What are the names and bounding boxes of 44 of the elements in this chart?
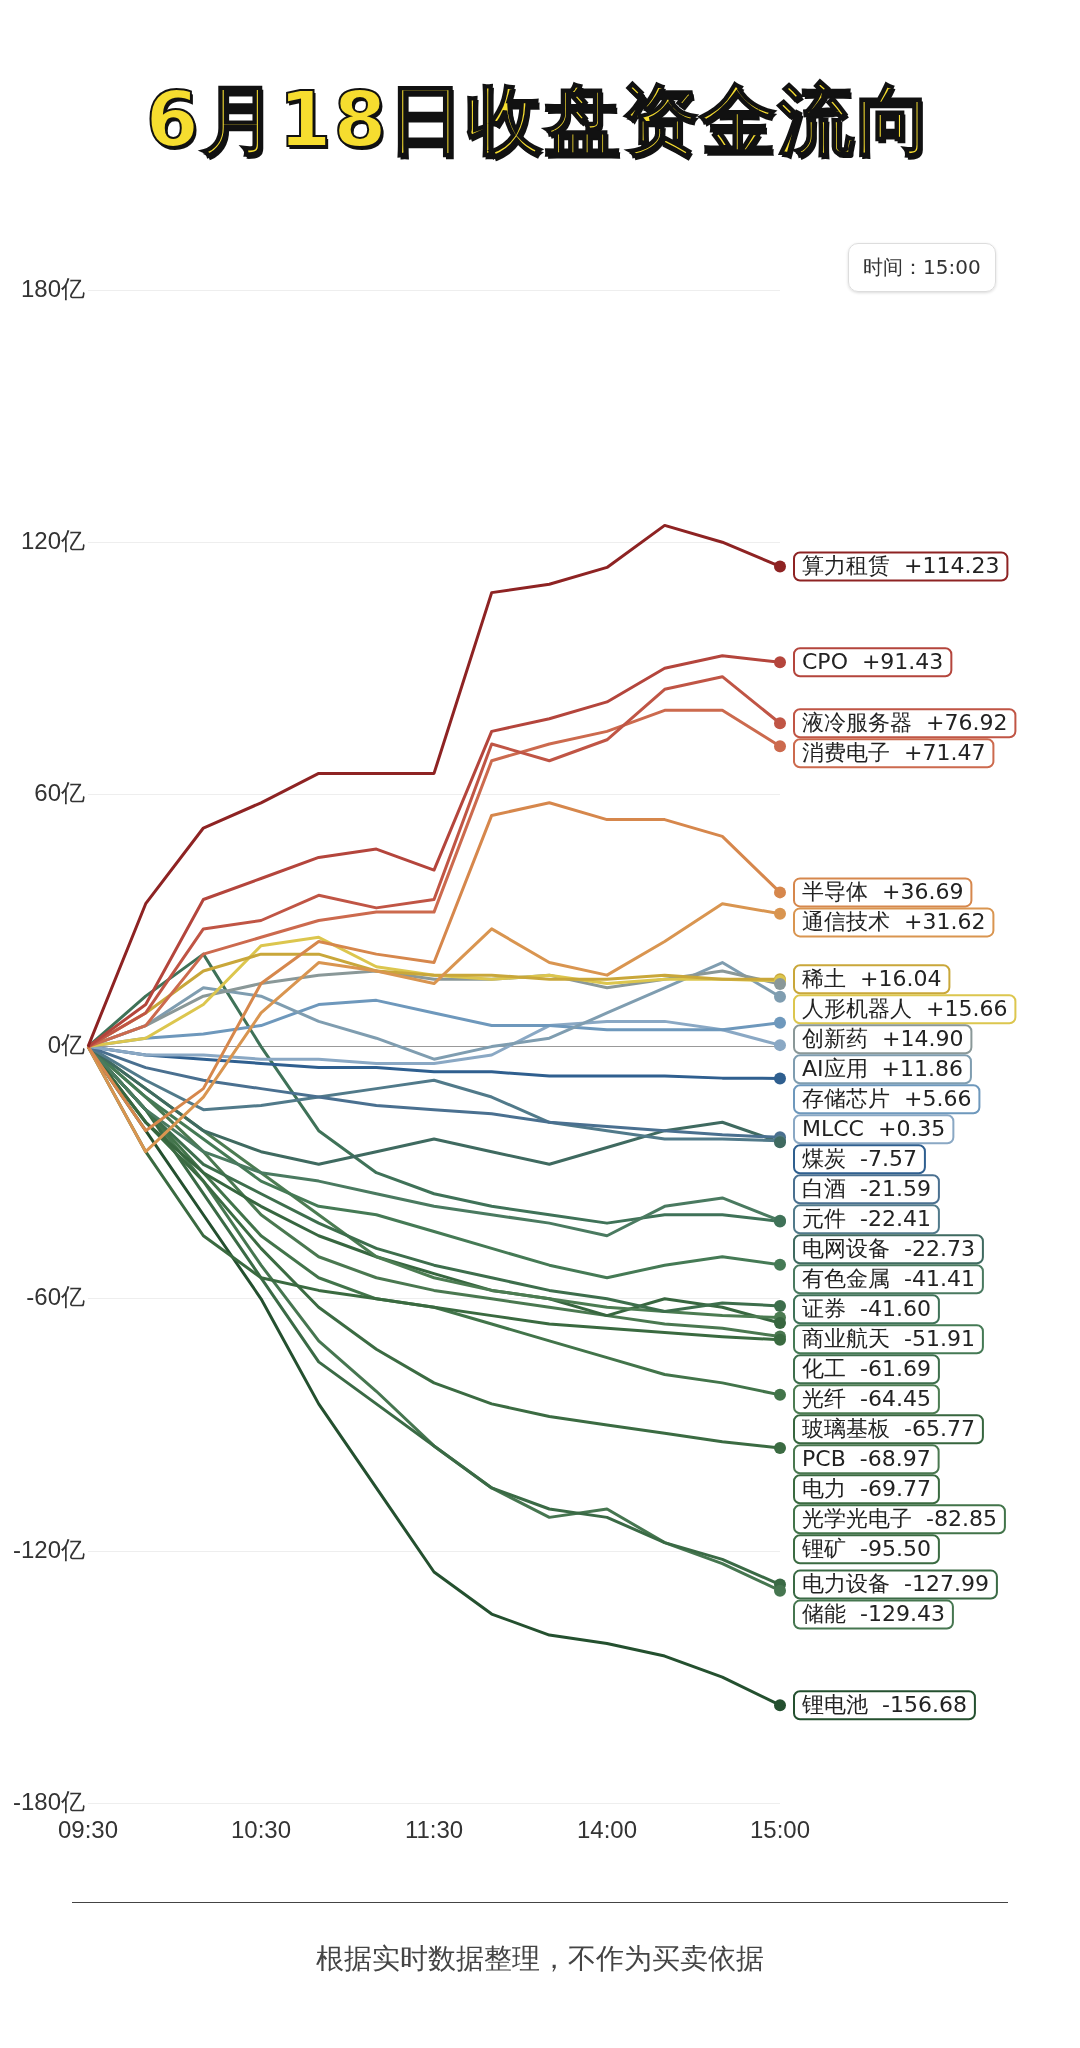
y-tick-label: 60亿 bbox=[34, 779, 86, 807]
text: 电力 -69.77 bbox=[802, 1475, 931, 1501]
text: 锂电池 -156.68 bbox=[802, 1691, 967, 1717]
text: AI应用 +11.86 bbox=[802, 1055, 963, 1081]
x-tick-label: 14:00 bbox=[576, 1816, 638, 1844]
text: 锂矿 -95.50 bbox=[802, 1535, 931, 1561]
text: 电网设备 -22.73 bbox=[802, 1235, 975, 1261]
text: 存储芯片 +5.66 bbox=[802, 1085, 972, 1111]
text: 光纤 -64.45 bbox=[802, 1385, 931, 1411]
text: CPO +91.43 bbox=[802, 649, 944, 675]
text: 半导体 +36.69 bbox=[802, 879, 964, 905]
text: 元件 -22.41 bbox=[802, 1205, 931, 1231]
text: 储能 -129.43 bbox=[802, 1601, 945, 1627]
text: 人形机器人 +15.66 bbox=[802, 995, 1008, 1021]
text: 算力租赁 +114.23 bbox=[802, 553, 1000, 579]
text: 稀土 +16.04 bbox=[802, 965, 942, 991]
text: 商业航天 -51.91 bbox=[802, 1325, 975, 1351]
text: 玻璃基板 -65.77 bbox=[802, 1415, 975, 1441]
x-tick-label: 11:30 bbox=[404, 1816, 464, 1844]
x-tick-label: 10:30 bbox=[231, 1816, 292, 1844]
text: 证券 -41.60 bbox=[802, 1295, 931, 1321]
text: 电力设备 -127.99 bbox=[802, 1571, 989, 1597]
text: 通信技术 +31.62 bbox=[802, 909, 986, 935]
y-tick-label: -180亿 bbox=[12, 1787, 86, 1815]
text: 光学光电子 -82.85 bbox=[802, 1505, 997, 1531]
chart-title: 6月18日收盘资金流向 bbox=[144, 74, 936, 166]
text: 有色金属 -41.41 bbox=[802, 1265, 975, 1291]
x-tick-label: 09:30 bbox=[58, 1816, 119, 1844]
text: 时间：15:00 bbox=[848, 243, 996, 292]
y-tick-label: 120亿 bbox=[20, 526, 86, 554]
text: MLCC +0.35 bbox=[802, 1115, 946, 1141]
y-tick-label: 0亿 bbox=[47, 1031, 86, 1059]
y-tick-label: -120亿 bbox=[12, 1535, 86, 1563]
x-tick-label: 15:00 bbox=[749, 1816, 811, 1844]
text: 液冷服务器 +76.92 bbox=[802, 710, 1008, 735]
text: 根据实时数据整理，不作为买卖依据 bbox=[315, 1941, 765, 1977]
text: PCB -68.97 bbox=[802, 1445, 931, 1471]
text: 消费电子 +71.47 bbox=[802, 740, 986, 765]
text: 煤炭 -7.57 bbox=[802, 1145, 917, 1171]
text: 白酒 -21.59 bbox=[802, 1175, 931, 1201]
text: 创新药 +14.90 bbox=[802, 1025, 964, 1051]
y-tick-label: 180亿 bbox=[20, 274, 86, 302]
text: 化工 -61.69 bbox=[802, 1355, 931, 1381]
y-tick-label: -60亿 bbox=[26, 1283, 86, 1311]
